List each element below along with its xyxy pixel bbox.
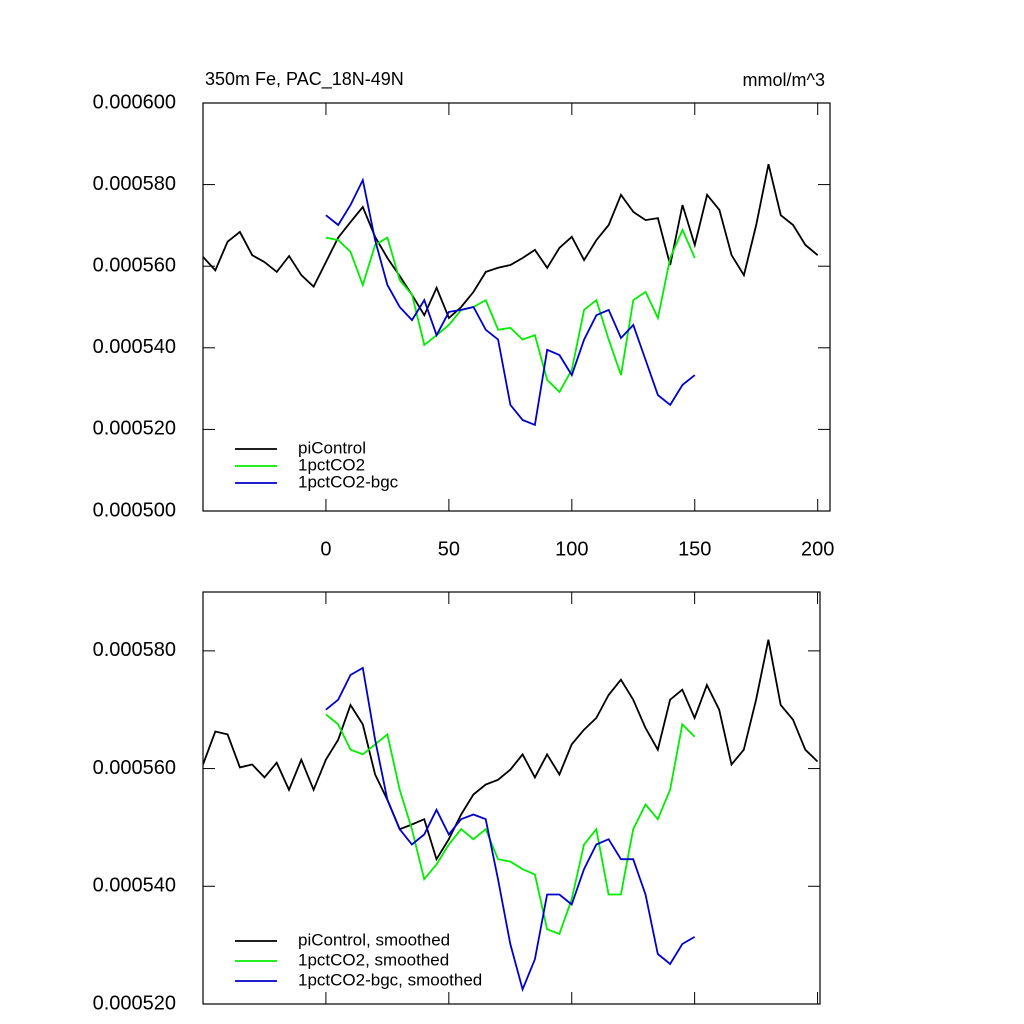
legend-label: piControl, smoothed: [298, 930, 450, 949]
plot-frame: [202, 591, 821, 1005]
chart-title: 350m Fe, PAC_18N-49N: [205, 69, 404, 90]
legend-label: 1pctCO2, smoothed: [298, 950, 449, 969]
data-line: [203, 639, 819, 862]
data-line: [325, 177, 696, 427]
units-label: mmol/m^3: [743, 70, 825, 90]
plot-frame: [202, 102, 831, 512]
data-line: [325, 227, 696, 394]
x-tick-label: 50: [438, 538, 460, 560]
data-line: [203, 163, 819, 320]
y-tick-label: 0.000580: [93, 173, 176, 195]
x-tick-label: 200: [801, 538, 834, 560]
x-tick-label: 100: [555, 538, 588, 560]
y-tick-label: 0.000600: [93, 91, 176, 113]
legend-label: 1pctCO2-bgc: [298, 472, 399, 491]
y-tick-label: 0.000540: [93, 336, 176, 358]
y-tick-label: 0.000580: [93, 639, 176, 661]
x-tick-label: 0: [320, 538, 331, 560]
y-tick-label: 0.000540: [93, 875, 176, 897]
legend-label: piControl: [298, 438, 366, 457]
data-line: [325, 713, 696, 936]
y-tick-label: 0.000520: [93, 992, 176, 1014]
x-tick-label: 150: [678, 538, 711, 560]
y-tick-label: 0.000560: [93, 757, 176, 779]
y-tick-label: 0.000500: [93, 499, 176, 521]
data-line: [325, 666, 696, 993]
legend-label: 1pctCO2-bgc, smoothed: [298, 970, 482, 989]
y-tick-label: 0.000520: [93, 418, 176, 440]
legend-label: 1pctCO2: [298, 455, 365, 474]
y-tick-label: 0.000560: [93, 254, 176, 276]
